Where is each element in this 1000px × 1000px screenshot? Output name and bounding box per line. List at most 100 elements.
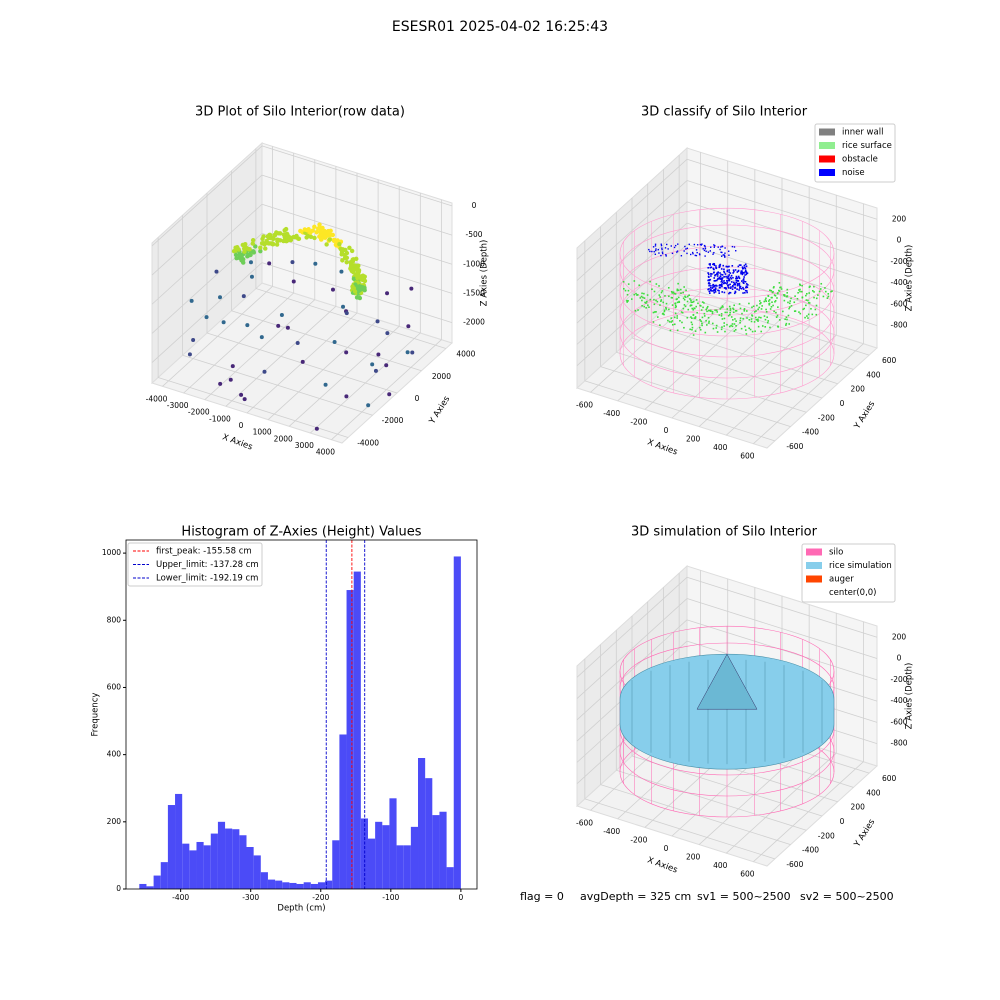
- surface-point: [701, 316, 704, 319]
- legend-label: Lower_limit: -192.19 cm: [156, 574, 258, 584]
- bar: [382, 825, 390, 889]
- noise-point: [651, 250, 653, 253]
- surface-point: [777, 325, 779, 328]
- legend-swatch: [819, 155, 835, 163]
- legend-swatch: [806, 548, 822, 556]
- noise-point: [737, 269, 740, 272]
- noise-point: [724, 252, 726, 254]
- scatter-point: [319, 236, 324, 242]
- surface-point: [658, 294, 661, 296]
- surface-point: [831, 290, 833, 292]
- surface-point: [634, 309, 637, 312]
- noise-point: [712, 286, 714, 288]
- grid-line: [686, 158, 878, 220]
- noise-point: [719, 284, 721, 286]
- surface-point: [679, 319, 681, 322]
- grid-line: [151, 145, 263, 247]
- scatter-point: [304, 228, 310, 233]
- noise-point: [703, 249, 706, 252]
- noise-point: [734, 286, 737, 289]
- noise-point: [740, 280, 743, 282]
- noise-point: [660, 254, 662, 257]
- x-tick-label: 0: [664, 426, 669, 435]
- surface-point: [730, 316, 733, 318]
- surface-point: [703, 302, 705, 304]
- surface-point: [804, 316, 806, 319]
- surface-point: [778, 289, 780, 292]
- grid-line: [576, 576, 688, 678]
- surface-point: [706, 307, 708, 309]
- surface-point: [777, 292, 779, 294]
- surface-point: [677, 289, 680, 292]
- noise-point: [661, 251, 664, 253]
- noise-point: [702, 248, 704, 250]
- surface-point: [819, 288, 822, 290]
- surface-point: [674, 302, 677, 305]
- surface-point: [813, 296, 815, 299]
- legend-label: center(0,0): [829, 588, 877, 598]
- scatter-point: [362, 285, 367, 291]
- surface-point: [716, 311, 719, 313]
- surface-point: [708, 322, 710, 324]
- surface-point: [720, 313, 723, 315]
- scatter-point: [245, 323, 250, 328]
- noise-point: [742, 271, 745, 274]
- scatter-point: [287, 236, 292, 241]
- noise-point: [723, 268, 725, 271]
- surface-point: [691, 307, 694, 310]
- surface-point: [788, 302, 791, 305]
- surface-point: [743, 308, 746, 311]
- surface-point: [728, 305, 731, 308]
- scatter-point: [350, 284, 355, 289]
- noise-point: [740, 264, 742, 266]
- noise-point: [684, 245, 686, 248]
- surface-point: [671, 292, 674, 294]
- surface-point: [626, 299, 628, 302]
- surface-point: [705, 319, 707, 322]
- noise-point: [735, 277, 737, 280]
- surface-point: [701, 324, 703, 327]
- x-tick-label: 0: [664, 844, 669, 853]
- noise-point: [728, 254, 730, 256]
- surface-point: [799, 290, 801, 293]
- noise-point: [742, 286, 744, 289]
- bar: [282, 882, 290, 889]
- surface-point: [642, 296, 644, 299]
- surface-point: [679, 288, 682, 291]
- surface-point: [711, 322, 714, 325]
- surface-point: [645, 307, 647, 309]
- surface-point: [699, 304, 701, 307]
- noise-point: [711, 287, 714, 289]
- scatter-point: [340, 258, 345, 263]
- grid-line: [584, 798, 775, 860]
- bar: [432, 815, 440, 889]
- surface-point: [774, 294, 777, 297]
- surface-point: [767, 300, 770, 302]
- bar: [353, 571, 361, 889]
- surface-point: [656, 300, 659, 303]
- noise-point: [734, 291, 737, 294]
- noise-point: [728, 278, 731, 281]
- noise-point: [712, 284, 714, 286]
- noise-point: [718, 264, 721, 267]
- scatter-point: [356, 274, 362, 280]
- surface-point: [794, 310, 797, 312]
- surface-point: [655, 283, 658, 285]
- surface-point: [636, 293, 639, 296]
- surface-point: [688, 294, 690, 297]
- surface-point: [646, 294, 649, 296]
- bar: [339, 734, 347, 889]
- x-tick-label: -200: [312, 893, 329, 902]
- noise-point: [720, 278, 722, 280]
- x-tick-label: -600: [576, 818, 593, 827]
- noise-point: [730, 274, 733, 277]
- noise-point: [745, 265, 748, 268]
- surface-point: [671, 304, 674, 306]
- noise-point: [736, 284, 739, 287]
- surface-point: [700, 309, 703, 311]
- scatter-point: [239, 392, 244, 397]
- scatter-point: [265, 234, 270, 239]
- surface-point: [753, 311, 756, 313]
- scatter-point: [373, 368, 378, 373]
